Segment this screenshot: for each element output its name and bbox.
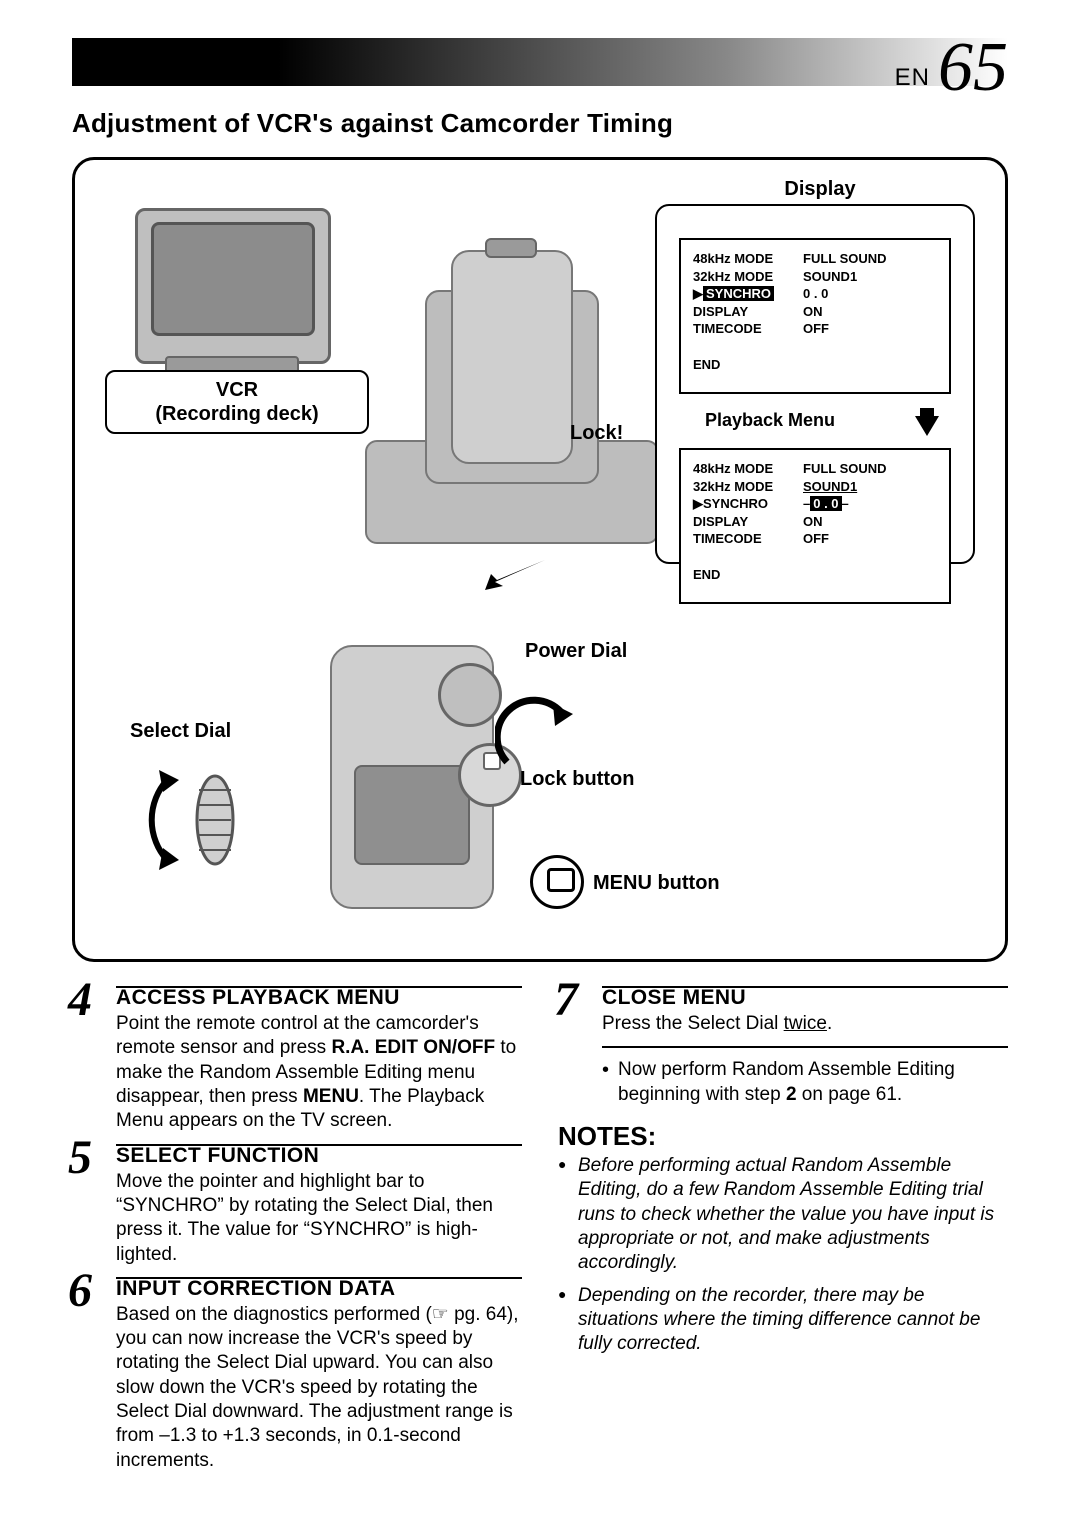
step-4-title: ACCESS PLAYBACK MENU bbox=[116, 986, 522, 1010]
lock-label: Lock! bbox=[570, 422, 623, 445]
post-step-bullets: Now perform Random Assemble Editing begi… bbox=[558, 1058, 1008, 1107]
menu2-r1-l: 48kHz MODE bbox=[693, 460, 803, 478]
menu2-r4-r: ON bbox=[803, 513, 823, 531]
playback-menu-box-1: 48kHz MODEFULL SOUND 32kHz MODESOUND1 ▶S… bbox=[679, 238, 951, 394]
power-dial-label: Power Dial bbox=[525, 640, 627, 663]
menu1-r1-l: 48kHz MODE bbox=[693, 250, 803, 268]
power-dial-arc-icon bbox=[495, 696, 575, 776]
step-7-body: Press the Select Dial twice. bbox=[602, 1012, 1008, 1036]
down-arrow-icon bbox=[915, 416, 939, 436]
step-7-title: CLOSE MENU bbox=[602, 986, 1008, 1010]
menu1-r2-r: SOUND1 bbox=[803, 268, 857, 286]
step-6: 6 INPUT CORRECTION DATA Based on the dia… bbox=[72, 1277, 522, 1473]
menu1-r3-l: SYNCHRO bbox=[703, 286, 774, 301]
menu2-r3-r: 0 . 0 bbox=[810, 496, 841, 511]
diagram-frame: VCR (Recording deck) Lock! Display 48kHz… bbox=[72, 157, 1008, 962]
vcr-label-box: VCR (Recording deck) bbox=[105, 370, 369, 434]
menu-button-icon bbox=[530, 855, 584, 909]
step-6-title: INPUT CORRECTION DATA bbox=[116, 1277, 522, 1301]
menu1-r5-l: TIMECODE bbox=[693, 320, 803, 338]
notes-list: Before performing actual Random Assemble… bbox=[558, 1154, 1008, 1357]
camcorder-closeup-illustration bbox=[310, 635, 510, 920]
menu2-r3-l: SYNCHRO bbox=[703, 496, 768, 511]
note-1: Before performing actual Random Assemble… bbox=[558, 1154, 1008, 1276]
step-4-number: 4 bbox=[68, 976, 92, 1024]
menu2-r1-r: FULL SOUND bbox=[803, 460, 887, 478]
select-dial-label: Select Dial bbox=[130, 720, 231, 743]
header-gradient-bar: EN 65 bbox=[72, 38, 1008, 86]
menu1-r5-r: OFF bbox=[803, 320, 829, 338]
vcr-label-line2: (Recording deck) bbox=[107, 402, 367, 426]
playback-menu-label: Playback Menu bbox=[705, 410, 835, 431]
step-4-body: Point the remote control at the camcorde… bbox=[116, 1012, 522, 1134]
post-step-bullet-1: Now perform Random Assemble Editing begi… bbox=[602, 1058, 1008, 1107]
step-5: 5 SELECT FUNCTION Move the pointer and h… bbox=[72, 1144, 522, 1267]
menu2-r5-l: TIMECODE bbox=[693, 530, 803, 548]
lock-arrow-icon bbox=[485, 560, 545, 590]
docking-station-illustration bbox=[365, 230, 655, 560]
menu-button-label: MENU button bbox=[593, 872, 720, 895]
menu2-r2-r: SOUND1 bbox=[803, 478, 857, 496]
menu1-r4-l: DISPLAY bbox=[693, 303, 803, 321]
steps-columns: 4 ACCESS PLAYBACK MENU Point the remote … bbox=[72, 982, 1008, 1483]
step-7: 7 CLOSE MENU Press the Select Dial twice… bbox=[558, 986, 1008, 1048]
playback-menu-box-2: 48kHz MODEFULL SOUND 32kHz MODESOUND1 ▶S… bbox=[679, 448, 951, 604]
left-column: 4 ACCESS PLAYBACK MENU Point the remote … bbox=[72, 982, 522, 1483]
lock-button-label: Lock button bbox=[520, 768, 634, 791]
vcr-label-line1: VCR bbox=[107, 378, 367, 402]
step-4: 4 ACCESS PLAYBACK MENU Point the remote … bbox=[72, 986, 522, 1134]
display-title: Display bbox=[755, 178, 885, 201]
step-5-number: 5 bbox=[68, 1134, 92, 1182]
menu1-r1-r: FULL SOUND bbox=[803, 250, 887, 268]
step-7-number: 7 bbox=[554, 976, 578, 1024]
notes-heading: NOTES: bbox=[558, 1121, 1008, 1152]
step-6-body: Based on the diagnostics performed (☞ pg… bbox=[116, 1303, 522, 1473]
menu1-r2-l: 32kHz MODE bbox=[693, 268, 803, 286]
page-label-prefix: EN bbox=[895, 64, 930, 92]
menu2-end: END bbox=[693, 566, 937, 584]
manual-page: EN 65 Adjustment of VCR's against Camcor… bbox=[0, 0, 1080, 1533]
tv-illustration bbox=[135, 208, 325, 378]
menu2-r4-l: DISPLAY bbox=[693, 513, 803, 531]
menu2-r5-r: OFF bbox=[803, 530, 829, 548]
step-5-body: Move the pointer and highlight bar to “S… bbox=[116, 1170, 522, 1267]
menu1-end: END bbox=[693, 356, 937, 374]
menu1-r3-r: 0 . 0 bbox=[803, 285, 828, 303]
right-column: 7 CLOSE MENU Press the Select Dial twice… bbox=[558, 982, 1008, 1483]
menu1-r4-r: ON bbox=[803, 303, 823, 321]
menu2-r2-l: 32kHz MODE bbox=[693, 478, 803, 496]
section-title: Adjustment of VCR's against Camcorder Ti… bbox=[72, 108, 1008, 139]
step-6-number: 6 bbox=[68, 1267, 92, 1315]
select-dial-icon bbox=[135, 750, 255, 890]
page-number: 65 bbox=[938, 28, 1008, 108]
note-2: Depending on the recorder, there may be … bbox=[558, 1284, 1008, 1357]
step-5-title: SELECT FUNCTION bbox=[116, 1144, 522, 1168]
